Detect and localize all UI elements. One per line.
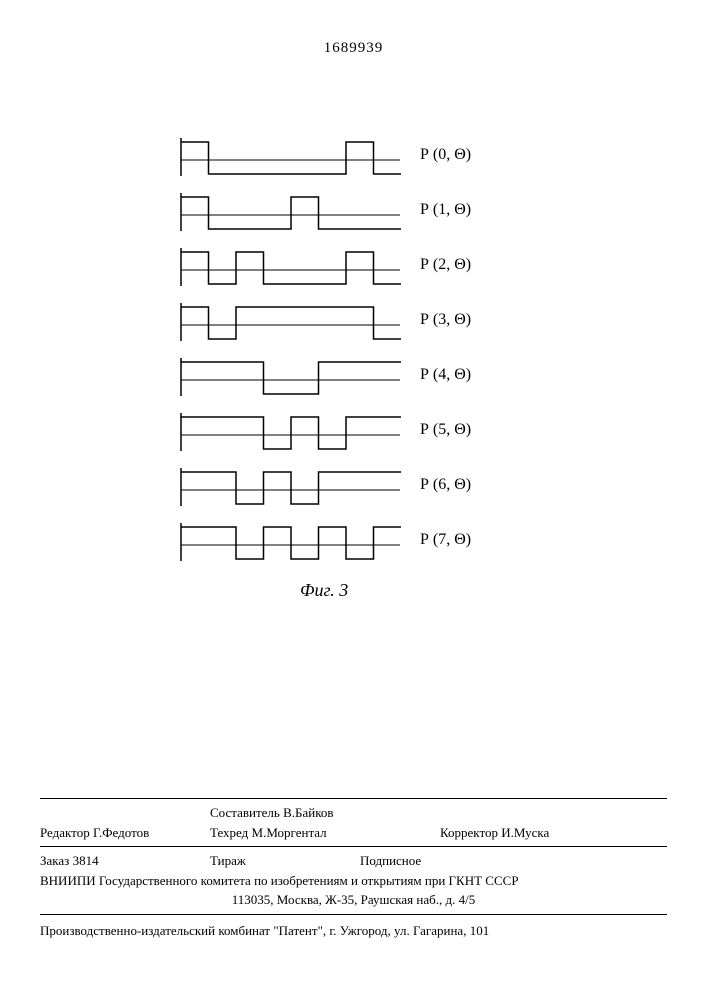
techred-label: Техред xyxy=(210,825,248,840)
org-address: 113035, Москва, Ж-35, Раушская наб., д. … xyxy=(40,890,667,910)
waveform-4 xyxy=(180,350,402,405)
wave-row-7: Р (7, Θ) xyxy=(180,515,520,570)
order-number: 3814 xyxy=(73,853,99,868)
wave-label-6: Р (6, Θ) xyxy=(420,476,471,494)
wave-row-4: Р (4, Θ) xyxy=(180,350,520,405)
wave-row-6: Р (6, Θ) xyxy=(180,460,520,515)
wave-label-3: Р (3, Θ) xyxy=(420,311,471,329)
wave-label-1: Р (1, Θ) xyxy=(420,201,471,219)
tirazh-label: Тираж xyxy=(210,853,246,868)
waveform-7 xyxy=(180,515,402,570)
figure-caption: Фиг. 3 xyxy=(300,580,348,601)
org-line: ВНИИПИ Государственного комитета по изоб… xyxy=(40,871,667,891)
patent-number: 1689939 xyxy=(0,40,707,57)
wave-row-5: Р (5, Θ) xyxy=(180,405,520,460)
waveform-6 xyxy=(180,460,402,515)
compiler-label: Составитель xyxy=(210,805,280,820)
credits-block: Составитель В.Байков Редактор Г.Федотов … xyxy=(40,798,667,940)
wave-row-2: Р (2, Θ) xyxy=(180,240,520,295)
wave-label-7: Р (7, Θ) xyxy=(420,531,471,549)
figure-3: Р (0, Θ) Р (1, Θ) Р (2, Θ) Р (3, Θ) Р (4, Θ)… xyxy=(180,130,520,570)
corrector-name: И.Муска xyxy=(501,825,549,840)
waveform-1 xyxy=(180,185,402,240)
techred-name: М.Моргентал xyxy=(252,825,327,840)
page: 1689939 Р (0, Θ) Р (1, Θ) Р (2, Θ) Р (3, Θ)… xyxy=(0,0,707,1000)
wave-label-2: Р (2, Θ) xyxy=(420,256,471,274)
corrector-label: Корректор xyxy=(440,825,498,840)
credits-top-row: Составитель В.Байков Редактор Г.Федотов … xyxy=(40,798,667,847)
wave-row-0: Р (0, Θ) xyxy=(180,130,520,185)
wave-label-4: Р (4, Θ) xyxy=(420,366,471,384)
editor-label: Редактор xyxy=(40,825,90,840)
editor-name: Г.Федотов xyxy=(93,825,149,840)
wave-label-5: Р (5, Θ) xyxy=(420,421,471,439)
waveform-3 xyxy=(180,295,402,350)
waveform-0 xyxy=(180,130,402,185)
order-label: Заказ xyxy=(40,853,69,868)
compiler-name: В.Байков xyxy=(283,805,333,820)
wave-label-0: Р (0, Θ) xyxy=(420,146,471,164)
wave-row-3: Р (3, Θ) xyxy=(180,295,520,350)
credits-mid-block: Заказ 3814 Тираж Подписное ВНИИПИ Госуда… xyxy=(40,847,667,915)
waveform-2 xyxy=(180,240,402,295)
waveform-5 xyxy=(180,405,402,460)
wave-row-1: Р (1, Θ) xyxy=(180,185,520,240)
publisher-line: Производственно-издательский комбинат "П… xyxy=(40,915,667,941)
podpisnoe: Подписное xyxy=(360,853,421,868)
